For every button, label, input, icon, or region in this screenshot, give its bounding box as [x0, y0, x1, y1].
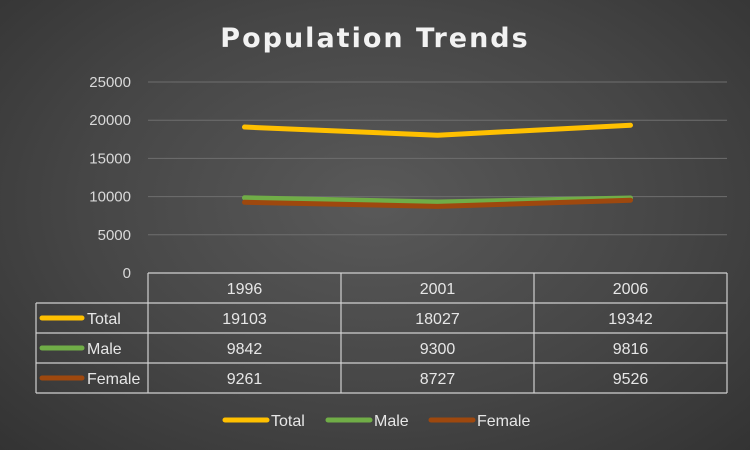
legend-label: Male	[374, 413, 409, 430]
y-tick-label: 25000	[89, 74, 131, 91]
table-cell-value: 9816	[613, 341, 649, 358]
y-tick-label: 10000	[89, 189, 131, 206]
legend-label: Total	[271, 413, 305, 430]
table-cell-value: 9526	[613, 371, 649, 388]
x-category-label: 1996	[227, 281, 263, 298]
table-row-label: Male	[87, 341, 122, 358]
legend: Total Male Female	[222, 413, 530, 430]
y-tick-label: 0	[123, 265, 131, 282]
table-row-label: Total	[87, 311, 121, 328]
chart-title: Population Trends	[220, 23, 529, 54]
table-row-label: Female	[87, 371, 140, 388]
x-category-label: 2006	[613, 281, 649, 298]
x-category-label: 2001	[420, 281, 456, 298]
y-tick-label: 15000	[89, 150, 131, 167]
y-tick-label: 5000	[98, 227, 131, 244]
series-line-female	[242, 197, 633, 209]
table-cell-value: 8727	[420, 371, 456, 388]
table-cell-value: 9842	[227, 341, 263, 358]
legend-label: Female	[477, 413, 530, 430]
table-cell-value: 19103	[222, 311, 267, 328]
y-tick-label: 20000	[89, 112, 131, 129]
series-line-total	[242, 122, 633, 138]
series-lines	[242, 122, 633, 209]
table-cell-value: 19342	[608, 311, 653, 328]
y-axis-ticks: 0 5000 10000 15000 20000 25000	[89, 74, 131, 282]
table-cell-value: 18027	[415, 311, 460, 328]
table-cell-value: 9261	[227, 371, 263, 388]
table-cell-value: 9300	[420, 341, 456, 358]
gridlines	[148, 81, 727, 236]
series-line-male	[242, 195, 633, 205]
data-table: 1996 2001 2006 Total 19103 18027 19342 Male 9842…	[35, 272, 728, 394]
